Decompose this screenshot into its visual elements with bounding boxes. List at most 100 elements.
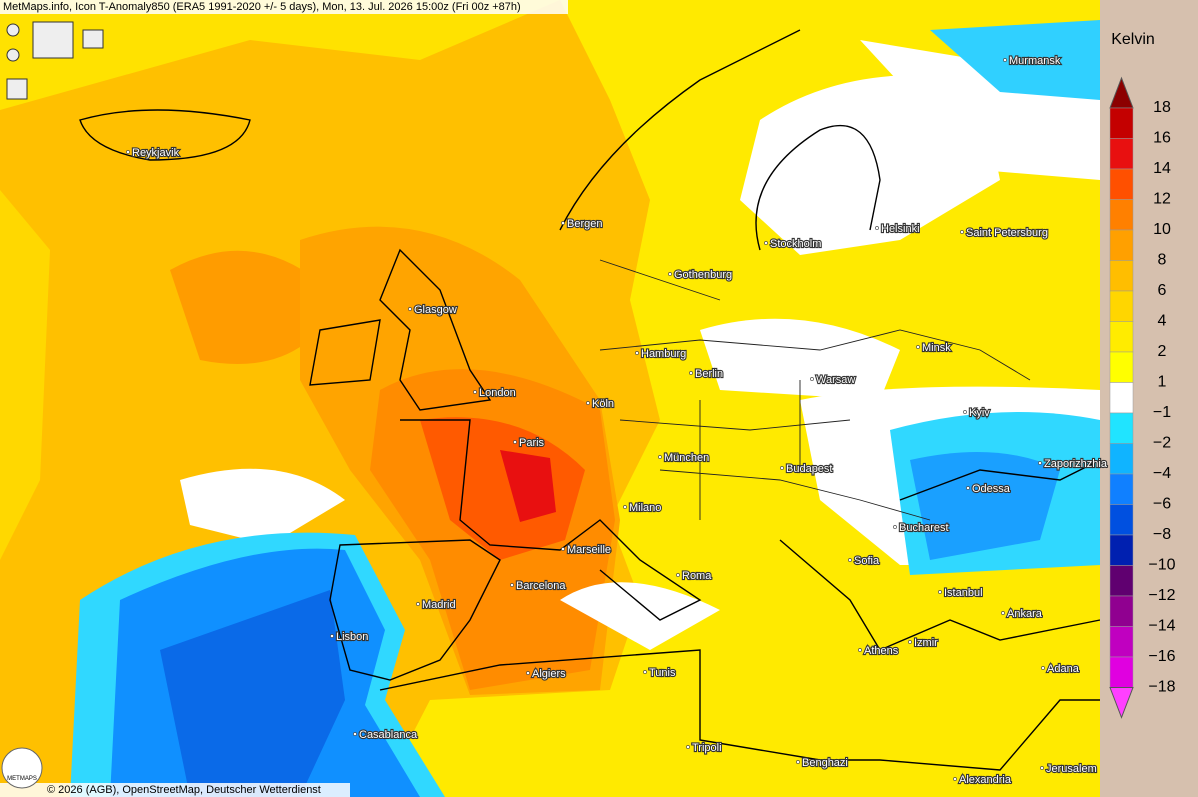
city-label: Roma bbox=[682, 570, 712, 582]
legend-label: −18 bbox=[1148, 679, 1175, 696]
city-dot bbox=[1040, 766, 1044, 770]
anomaly-field bbox=[160, 590, 345, 797]
city-label: München bbox=[664, 452, 709, 464]
legend-label: −1 bbox=[1153, 404, 1171, 421]
city-dot bbox=[510, 583, 514, 587]
legend-swatch bbox=[1109, 595, 1134, 627]
city-label: Glasgow bbox=[414, 304, 457, 316]
title-strip bbox=[0, 0, 568, 14]
city-label: Bucharest bbox=[899, 522, 949, 534]
city-label: Lisbon bbox=[336, 631, 368, 643]
city-dot bbox=[658, 455, 662, 459]
legend-label: 12 bbox=[1153, 191, 1171, 208]
coastline bbox=[559, 29, 801, 231]
coastline bbox=[379, 248, 492, 411]
legend-label: 14 bbox=[1153, 160, 1171, 177]
fullscreen-button[interactable] bbox=[6, 78, 28, 100]
city-dot bbox=[963, 410, 967, 414]
anomaly-field bbox=[170, 250, 340, 364]
legend-label: −12 bbox=[1148, 587, 1175, 604]
pan-control[interactable] bbox=[32, 21, 74, 59]
legend-unit: Kelvin bbox=[1111, 31, 1155, 48]
city-dot bbox=[513, 440, 517, 444]
city-dot bbox=[689, 371, 693, 375]
city-dot bbox=[586, 401, 590, 405]
logo-text: METMAPS bbox=[7, 776, 37, 782]
city-dot bbox=[893, 525, 897, 529]
legend-label: 16 bbox=[1153, 130, 1171, 147]
city-label: Tunis bbox=[649, 667, 676, 679]
screenshot-button[interactable] bbox=[82, 29, 104, 49]
anomaly-field bbox=[700, 318, 900, 400]
zoom-out[interactable] bbox=[6, 48, 20, 62]
legend-swatch bbox=[1109, 321, 1134, 353]
legend-swatch bbox=[1109, 504, 1134, 536]
city-label: Adana bbox=[1047, 663, 1080, 675]
city-label: Saint Petersburg bbox=[966, 227, 1048, 239]
coastline bbox=[400, 419, 702, 621]
legend-arrow bbox=[1109, 687, 1134, 719]
city-dot bbox=[353, 732, 357, 736]
city-dot bbox=[330, 634, 334, 638]
city-label: Barcelona bbox=[516, 580, 566, 592]
legend-swatch bbox=[1109, 565, 1134, 597]
map-title: MetMaps.info, Icon T-Anomaly850 (ERA5 19… bbox=[3, 1, 521, 13]
city-label: Köln bbox=[592, 398, 614, 410]
city-dot bbox=[1003, 58, 1007, 62]
legend-label: 4 bbox=[1158, 313, 1167, 330]
city-dot bbox=[938, 590, 942, 594]
legend-swatch bbox=[1109, 626, 1134, 658]
coastline bbox=[379, 649, 1100, 771]
city-dot bbox=[966, 486, 970, 490]
legend-swatch bbox=[1109, 351, 1134, 383]
city-label: Algiers bbox=[532, 668, 566, 680]
city-dot bbox=[1041, 666, 1045, 670]
city-dot bbox=[416, 602, 420, 606]
border bbox=[599, 259, 1031, 521]
city-dot bbox=[953, 777, 957, 781]
legend-label: 1 bbox=[1158, 374, 1167, 391]
legend-swatch bbox=[1109, 168, 1134, 200]
city-label: Odessa bbox=[972, 483, 1011, 495]
city-label: Marseille bbox=[567, 544, 611, 556]
legend-swatch bbox=[1109, 229, 1134, 261]
city-label: Benghazi bbox=[802, 757, 848, 769]
city-dot bbox=[126, 150, 130, 154]
city-dot bbox=[473, 390, 477, 394]
city-dot bbox=[848, 558, 852, 562]
legend-swatch bbox=[1109, 382, 1134, 414]
city-dot bbox=[1038, 461, 1042, 465]
anomaly-field bbox=[930, 20, 1100, 100]
zoom-in[interactable] bbox=[6, 23, 20, 37]
city-dot bbox=[561, 547, 565, 551]
anomaly-field bbox=[420, 417, 585, 560]
legend-swatch bbox=[1109, 656, 1134, 688]
city-label: Reykjavik bbox=[132, 147, 180, 159]
legend-label: −10 bbox=[1148, 557, 1175, 574]
anomaly-field bbox=[180, 468, 345, 545]
legend-swatch bbox=[1109, 412, 1134, 444]
anomaly-field bbox=[0, 0, 560, 110]
coastline bbox=[329, 539, 501, 681]
city-label: Berlin bbox=[695, 368, 723, 380]
map-controls[interactable] bbox=[6, 21, 104, 100]
legend-label: −4 bbox=[1153, 465, 1171, 482]
city-dot bbox=[623, 505, 627, 509]
city-dot bbox=[635, 351, 639, 355]
city-label: Minsk bbox=[922, 342, 951, 354]
anomaly-field bbox=[500, 450, 556, 522]
city-label: Casablanca bbox=[359, 729, 418, 741]
legend-label: −2 bbox=[1153, 435, 1171, 452]
coastline bbox=[779, 539, 1101, 651]
city-dot bbox=[686, 745, 690, 749]
city-dot bbox=[676, 573, 680, 577]
city-label: Ankara bbox=[1007, 608, 1043, 620]
legend-swatch bbox=[1109, 473, 1134, 505]
anomaly-field bbox=[0, 190, 50, 560]
legend-swatch bbox=[1109, 138, 1134, 170]
legend-label: 6 bbox=[1158, 282, 1167, 299]
anomaly-field bbox=[910, 452, 1060, 560]
city-label: Kyiv bbox=[969, 407, 990, 419]
city-label: Warsaw bbox=[816, 374, 855, 386]
